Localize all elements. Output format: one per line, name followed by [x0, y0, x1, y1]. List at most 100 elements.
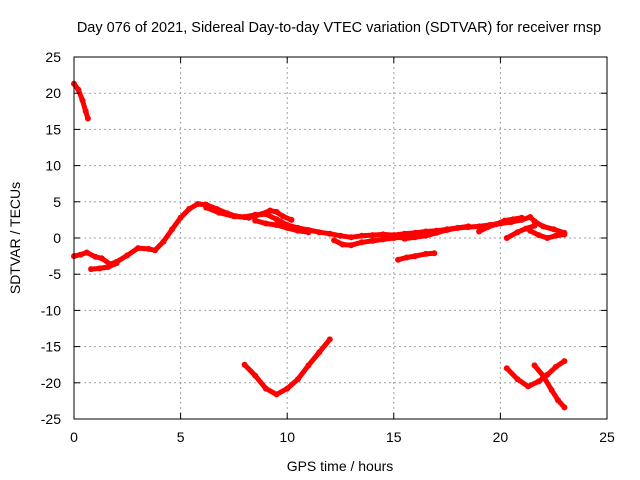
data-point	[105, 264, 112, 270]
data-point	[476, 223, 483, 230]
y-tick-label: -5	[49, 266, 62, 282]
data-point	[245, 214, 252, 221]
data-point	[412, 253, 419, 260]
y-tick-label: -10	[41, 302, 61, 318]
data-point	[262, 220, 269, 227]
data-point	[476, 228, 483, 235]
y-tick-label: -25	[41, 411, 61, 427]
y-tick-label: -15	[41, 339, 61, 355]
y-tick-label: 10	[45, 158, 61, 174]
data-point	[135, 245, 141, 252]
data-point	[395, 256, 402, 263]
data-point	[124, 252, 131, 259]
series-arc-10	[504, 223, 537, 241]
data-point	[561, 404, 568, 411]
data-point	[262, 385, 269, 392]
data-point	[401, 230, 408, 237]
data-point	[444, 227, 451, 233]
data-point	[326, 230, 333, 237]
data-point	[358, 239, 365, 246]
data-point	[552, 232, 559, 239]
data-point	[548, 387, 555, 393]
data-point	[348, 234, 355, 241]
data-point	[258, 211, 265, 218]
x-axis-label: GPS time / hours	[287, 458, 394, 474]
data-point	[294, 227, 301, 234]
data-point	[316, 229, 323, 236]
x-tick-label: 20	[493, 429, 509, 445]
data-point	[84, 115, 91, 122]
y-tick-label: 15	[45, 121, 61, 137]
data-point	[98, 255, 105, 262]
data-point	[550, 226, 557, 233]
data-point	[241, 361, 248, 368]
data-point	[186, 206, 193, 212]
data-point	[113, 260, 120, 267]
data-point	[252, 217, 259, 224]
data-point	[527, 214, 534, 220]
data-point	[535, 232, 542, 239]
data-point	[412, 234, 419, 241]
data-point	[194, 201, 201, 207]
data-point	[92, 253, 99, 260]
data-point	[514, 229, 521, 236]
data-point	[145, 245, 152, 252]
data-point	[326, 336, 333, 343]
data-point	[358, 232, 365, 239]
data-point	[177, 214, 184, 221]
data-point	[510, 216, 517, 223]
data-point	[284, 385, 291, 392]
data-point	[337, 232, 344, 239]
y-tick-label: 25	[45, 49, 61, 65]
data-point	[390, 235, 397, 241]
data-point	[561, 358, 568, 365]
data-point	[531, 218, 538, 225]
data-point	[75, 86, 82, 93]
data-point	[422, 232, 429, 239]
x-tick-label: 5	[177, 429, 185, 445]
x-tick-label: 10	[279, 429, 295, 445]
data-point	[339, 241, 346, 248]
data-point	[501, 217, 508, 224]
data-point	[403, 254, 410, 261]
data-point	[552, 363, 559, 370]
data-point	[518, 214, 525, 221]
data-point	[465, 223, 472, 230]
data-point	[454, 224, 461, 231]
series-arc-2	[71, 201, 567, 267]
data-point	[525, 383, 532, 390]
data-point	[288, 216, 295, 223]
data-point	[369, 237, 376, 244]
data-point	[555, 397, 561, 404]
data-point	[348, 242, 355, 249]
data-point	[88, 266, 95, 273]
chart-title: Day 076 of 2021, Sidereal Day-to-day VTE…	[77, 20, 601, 36]
data-point	[422, 250, 429, 257]
x-tick-label: 25	[599, 429, 615, 445]
data-point	[230, 213, 237, 220]
series-arc-3	[88, 260, 120, 272]
data-point	[279, 213, 286, 220]
data-point	[294, 376, 301, 383]
data-point	[79, 97, 86, 104]
data-point	[82, 108, 89, 115]
data-point	[273, 216, 280, 223]
y-tick-label: -20	[41, 375, 61, 391]
data-point	[412, 229, 419, 236]
data-point	[431, 250, 438, 257]
x-tick-label: 0	[70, 429, 78, 445]
data-point	[305, 229, 312, 236]
data-point	[273, 208, 280, 215]
data-point	[203, 204, 210, 211]
data-point	[273, 391, 280, 398]
data-point	[544, 235, 551, 241]
data-point	[331, 237, 338, 244]
data-point	[484, 224, 491, 231]
data-point	[503, 365, 510, 372]
y-tick-label: 0	[53, 230, 61, 246]
data-point	[531, 222, 538, 229]
data-point	[380, 236, 387, 243]
data-point	[160, 238, 167, 245]
data-point	[267, 207, 274, 214]
